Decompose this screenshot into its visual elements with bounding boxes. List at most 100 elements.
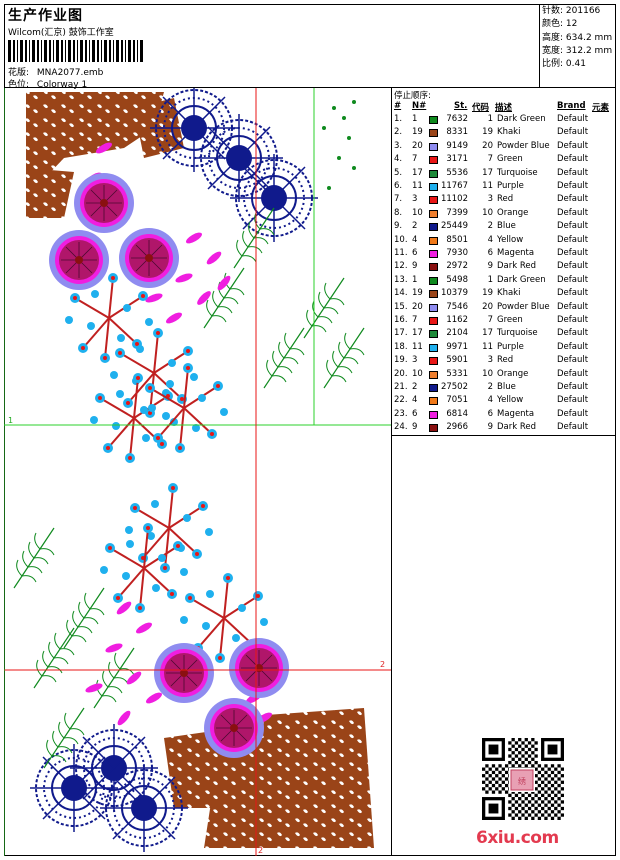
row-stitches: 3171	[446, 154, 468, 165]
row-stitches: 11102	[440, 194, 468, 205]
sequence-row: 12. 9 2972 9 Dark Red Default	[392, 261, 616, 274]
row-brand: Default	[557, 140, 589, 151]
sequence-row: 11. 6 7930 6 Magenta Default	[392, 248, 616, 261]
row-brand: Default	[557, 368, 589, 379]
row-stitches: 7051	[446, 395, 468, 406]
row-code: 10	[482, 368, 493, 379]
sequence-row: 7. 3 11102 3 Red Default	[392, 194, 616, 207]
row-needle: 9	[412, 422, 418, 433]
row-code: 6	[487, 248, 493, 258]
row-description: Turquoise	[497, 328, 538, 339]
row-stitches: 2972	[446, 261, 468, 272]
row-needle: 10	[412, 207, 423, 218]
row-needle: 2	[412, 221, 418, 232]
row-stitches: 5901	[446, 355, 468, 366]
row-code: 2	[487, 382, 493, 392]
header-stitches: St.	[454, 101, 468, 111]
row-description: Orange	[497, 368, 529, 379]
row-needle: 1	[412, 274, 418, 285]
row-index: 4.	[394, 154, 403, 165]
row-code: 11	[482, 181, 493, 191]
row-color-swatch	[429, 129, 438, 138]
row-stitches: 27502	[440, 382, 468, 392]
stitch-count: 针数: 201166	[542, 6, 601, 16]
row-stitches: 5331	[446, 368, 468, 379]
guide-label-2-right: 2	[380, 660, 386, 669]
header-code: 代码	[472, 103, 490, 113]
row-code: 1	[487, 274, 493, 285]
stop-sequence-title: 停止顺序:	[394, 91, 431, 101]
row-code: 10	[482, 207, 493, 218]
row-brand: Default	[557, 355, 589, 366]
row-code: 4	[487, 234, 493, 245]
design-scale: 比例: 0.41	[542, 59, 586, 70]
row-code: 9	[487, 261, 493, 272]
sequence-row: 9. 2 25449 2 Blue Default	[392, 221, 616, 234]
sequence-row: 4. 7 3171 7 Green Default	[392, 154, 616, 167]
row-brand: Default	[557, 274, 589, 285]
sequence-row: 21. 2 27502 2 Blue Default	[392, 382, 616, 395]
row-description: Red	[497, 355, 514, 366]
row-index: 15.	[394, 301, 408, 312]
row-code: 11	[482, 341, 493, 352]
row-needle: 6	[412, 408, 418, 419]
row-code: 6	[487, 408, 493, 419]
sequence-row: 17. 17 2104 17 Turquoise Default	[392, 328, 616, 341]
svg-text:绣: 绣	[518, 776, 526, 786]
row-brand: Default	[557, 408, 589, 419]
row-color-swatch	[429, 250, 438, 258]
row-needle: 11	[412, 341, 423, 352]
row-code: 20	[482, 140, 493, 151]
sequence-row: 20. 10 5331 10 Orange Default	[392, 369, 616, 382]
row-description: Blue	[497, 221, 516, 232]
row-index: 22.	[394, 395, 408, 406]
colorway-line: 色位: Colorway 1	[8, 77, 87, 90]
row-brand: Default	[557, 382, 589, 392]
row-color-swatch	[429, 209, 438, 218]
row-stitches: 11767	[440, 181, 468, 191]
row-needle: 3	[412, 194, 418, 205]
watermark-main: 6xiu	[476, 828, 515, 848]
row-stitches: 7930	[446, 248, 468, 258]
row-brand: Default	[557, 301, 589, 312]
row-brand: Default	[557, 127, 589, 138]
row-color-swatch	[429, 343, 438, 352]
row-index: 8.	[394, 207, 403, 218]
lower-motif	[13, 482, 374, 853]
qr-code: 绣	[482, 738, 564, 820]
row-code: 3	[487, 194, 493, 205]
barcode	[8, 40, 143, 62]
row-color-swatch	[429, 169, 438, 178]
sequence-row: 22. 4 7051 4 Yellow Default	[392, 395, 616, 408]
row-index: 24.	[394, 422, 408, 433]
header-hash: #	[394, 101, 402, 111]
row-color-swatch	[429, 183, 438, 191]
row-brand: Default	[557, 341, 589, 352]
row-needle: 7	[412, 154, 418, 165]
row-code: 17	[482, 328, 493, 339]
row-color-swatch	[429, 384, 438, 392]
row-brand: Default	[557, 154, 589, 165]
row-description: Dark Red	[497, 422, 537, 433]
row-stitches: 10379	[440, 288, 468, 299]
sequence-row: 8. 10 7399 10 Orange Default	[392, 208, 616, 221]
color-count: 颜色: 12	[542, 19, 578, 30]
row-description: Dark Red	[497, 261, 537, 272]
row-code: 19	[482, 288, 493, 299]
row-stitches: 9149	[446, 140, 468, 151]
guide-label-1: 1	[8, 416, 14, 425]
sequence-row: 16. 7 1162 7 Green Default	[392, 315, 616, 328]
row-code: 17	[482, 167, 493, 178]
row-description: Dark Green	[497, 114, 546, 124]
row-brand: Default	[557, 167, 589, 178]
row-description: Yellow	[497, 234, 524, 245]
row-color-swatch	[429, 116, 438, 124]
stop-sequence-panel: 停止顺序: # N# St. 代码 描述 Brand 元素 1. 1 7632 1 Da…	[392, 88, 616, 436]
design-label: 花版:	[8, 68, 30, 78]
row-stitches: 9971	[446, 341, 468, 352]
row-brand: Default	[557, 288, 589, 299]
stats-panel: 针数: 201166 颜色: 12 高度: 634.2 mm 宽度: 312.2…	[540, 4, 616, 88]
row-needle: 11	[412, 181, 423, 191]
row-needle: 6	[412, 248, 418, 258]
guide-lines	[4, 88, 391, 856]
